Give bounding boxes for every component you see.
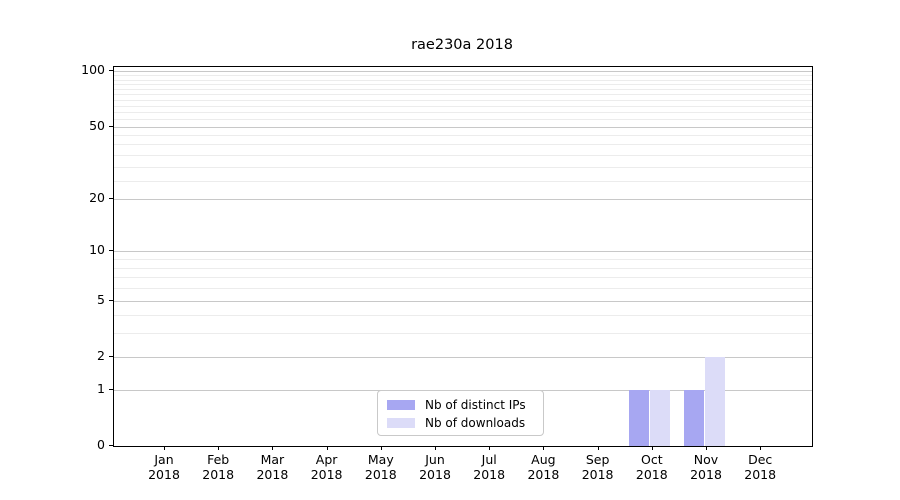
legend-label-distinct-ips: Nb of distinct IPs [425, 398, 526, 412]
x-axis-month-label: May 2018 [364, 452, 397, 482]
y-axis-tick-label: 5 [97, 291, 105, 307]
legend-swatch-downloads [387, 418, 415, 428]
y-axis-tick-label: 50 [89, 117, 105, 133]
bar-distinct-ips-nov [683, 389, 704, 446]
minor-gridline [114, 99, 812, 101]
minor-gridline [114, 259, 812, 260]
y-axis-tick-label: 10 [89, 242, 105, 258]
minor-gridline [114, 315, 812, 317]
x-axis-month-label: Dec 2018 [744, 452, 777, 482]
x-axis-month-label: Feb 2018 [202, 452, 235, 482]
x-axis-tick [543, 446, 545, 450]
x-axis-month-label: Nov 2018 [690, 452, 722, 482]
x-axis-tick [164, 446, 165, 450]
major-gridline [114, 198, 812, 200]
x-axis-month-label: Mar 2018 [256, 452, 289, 482]
y-axis-tick [109, 388, 113, 390]
legend-item-downloads: Nb of downloads [387, 415, 534, 431]
bar-downloads-nov [704, 356, 725, 446]
x-axis-tick [597, 446, 599, 450]
x-axis-tick [326, 446, 328, 450]
minor-gridline [114, 181, 812, 183]
x-axis-month-label: Jul 2018 [473, 452, 506, 482]
x-axis-tick [651, 446, 653, 450]
minor-gridline [114, 144, 812, 146]
y-axis-tick-label: 100 [81, 62, 105, 78]
x-axis-tick [760, 446, 762, 450]
minor-gridline [114, 288, 812, 289]
legend: Nb of distinct IPs Nb of downloads [377, 390, 544, 436]
y-axis-tick-label: 0 [97, 437, 105, 452]
bar-downloads-oct [650, 389, 671, 446]
y-axis-tick-label: 2 [97, 347, 105, 363]
minor-gridline [114, 167, 812, 169]
y-axis-tick [109, 70, 113, 72]
minor-gridline [114, 75, 812, 77]
x-axis-tick [435, 446, 436, 450]
minor-gridline [114, 105, 812, 107]
legend-label-downloads: Nb of downloads [425, 416, 526, 430]
legend-swatch-distinct-ips [387, 400, 415, 410]
major-gridline [114, 126, 812, 128]
minor-gridline [114, 135, 812, 137]
minor-gridline [114, 94, 812, 96]
minor-gridline [114, 89, 812, 91]
minor-gridline [114, 119, 812, 121]
x-axis-tick [272, 446, 274, 450]
major-gridline [114, 251, 812, 253]
x-axis-tick [380, 446, 382, 450]
x-axis-tick [706, 446, 707, 450]
y-axis-tick [109, 299, 113, 301]
legend-item-distinct-ips: Nb of distinct IPs [387, 397, 534, 413]
y-axis-tick [109, 125, 113, 127]
major-gridline [114, 300, 812, 302]
x-axis-month-label: Jun 2018 [419, 452, 451, 482]
x-axis-month-label: Aug 2018 [527, 452, 560, 482]
chart-title: rae230a 2018 [411, 37, 513, 53]
x-axis-month-label: Sep 2018 [581, 452, 614, 482]
minor-gridline [114, 112, 812, 114]
x-axis-tick [218, 446, 220, 450]
y-axis-tick [109, 355, 113, 357]
y-axis-tick [109, 197, 113, 199]
minor-gridline [114, 155, 812, 156]
y-axis-tick [109, 250, 113, 252]
y-axis-tick-label: 1 [97, 380, 105, 396]
x-axis-month-label: Apr 2018 [310, 452, 343, 482]
minor-gridline [114, 84, 812, 86]
y-axis-tick-label: 20 [89, 189, 105, 205]
minor-gridline [114, 277, 812, 279]
major-gridline [114, 356, 812, 358]
y-axis-tick [109, 445, 113, 446]
x-axis-month-label: Jan 2018 [148, 452, 180, 482]
minor-gridline [114, 333, 812, 335]
major-gridline [114, 71, 812, 73]
minor-gridline [114, 79, 812, 81]
x-axis-tick [489, 446, 491, 450]
x-axis-month-label: Oct 2018 [635, 452, 668, 482]
minor-gridline [114, 267, 812, 269]
bar-distinct-ips-oct [629, 389, 650, 446]
